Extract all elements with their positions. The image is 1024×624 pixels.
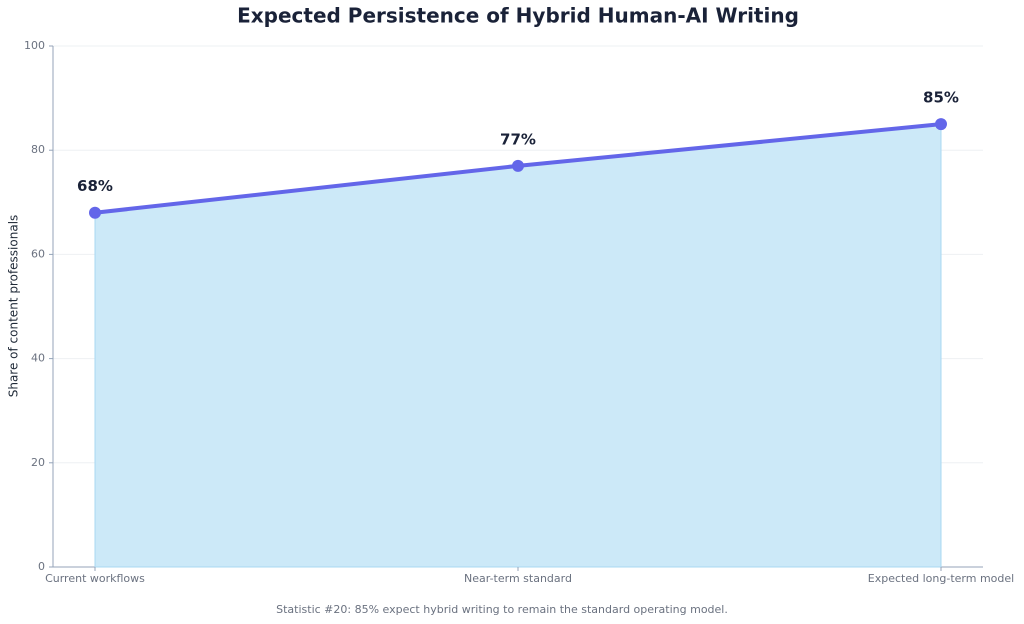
x-tick-label: Current workflows [45,572,145,585]
data-label: 68% [77,177,113,195]
y-tick-label: 100 [24,39,45,52]
y-tick-label: 0 [38,560,45,573]
x-tick-label: Near-term standard [464,572,572,585]
y-axis-label: Share of content professionals [7,215,21,398]
point [512,159,524,172]
chart-title: Expected Persistence of Hybrid Human-AI … [237,4,799,28]
data-label: 77% [500,130,536,148]
caption: Statistic #20: 85% expect hybrid writing… [276,603,728,616]
y-tick-label: 80 [31,143,45,156]
y-tick-label: 20 [31,456,45,469]
x-tick-label: Expected long-term model [868,572,1014,585]
data-label: 85% [923,89,959,107]
point [935,118,947,131]
point [89,206,101,219]
y-tick-label: 60 [31,247,45,260]
y-tick-label: 40 [31,352,45,365]
area [94,123,942,568]
